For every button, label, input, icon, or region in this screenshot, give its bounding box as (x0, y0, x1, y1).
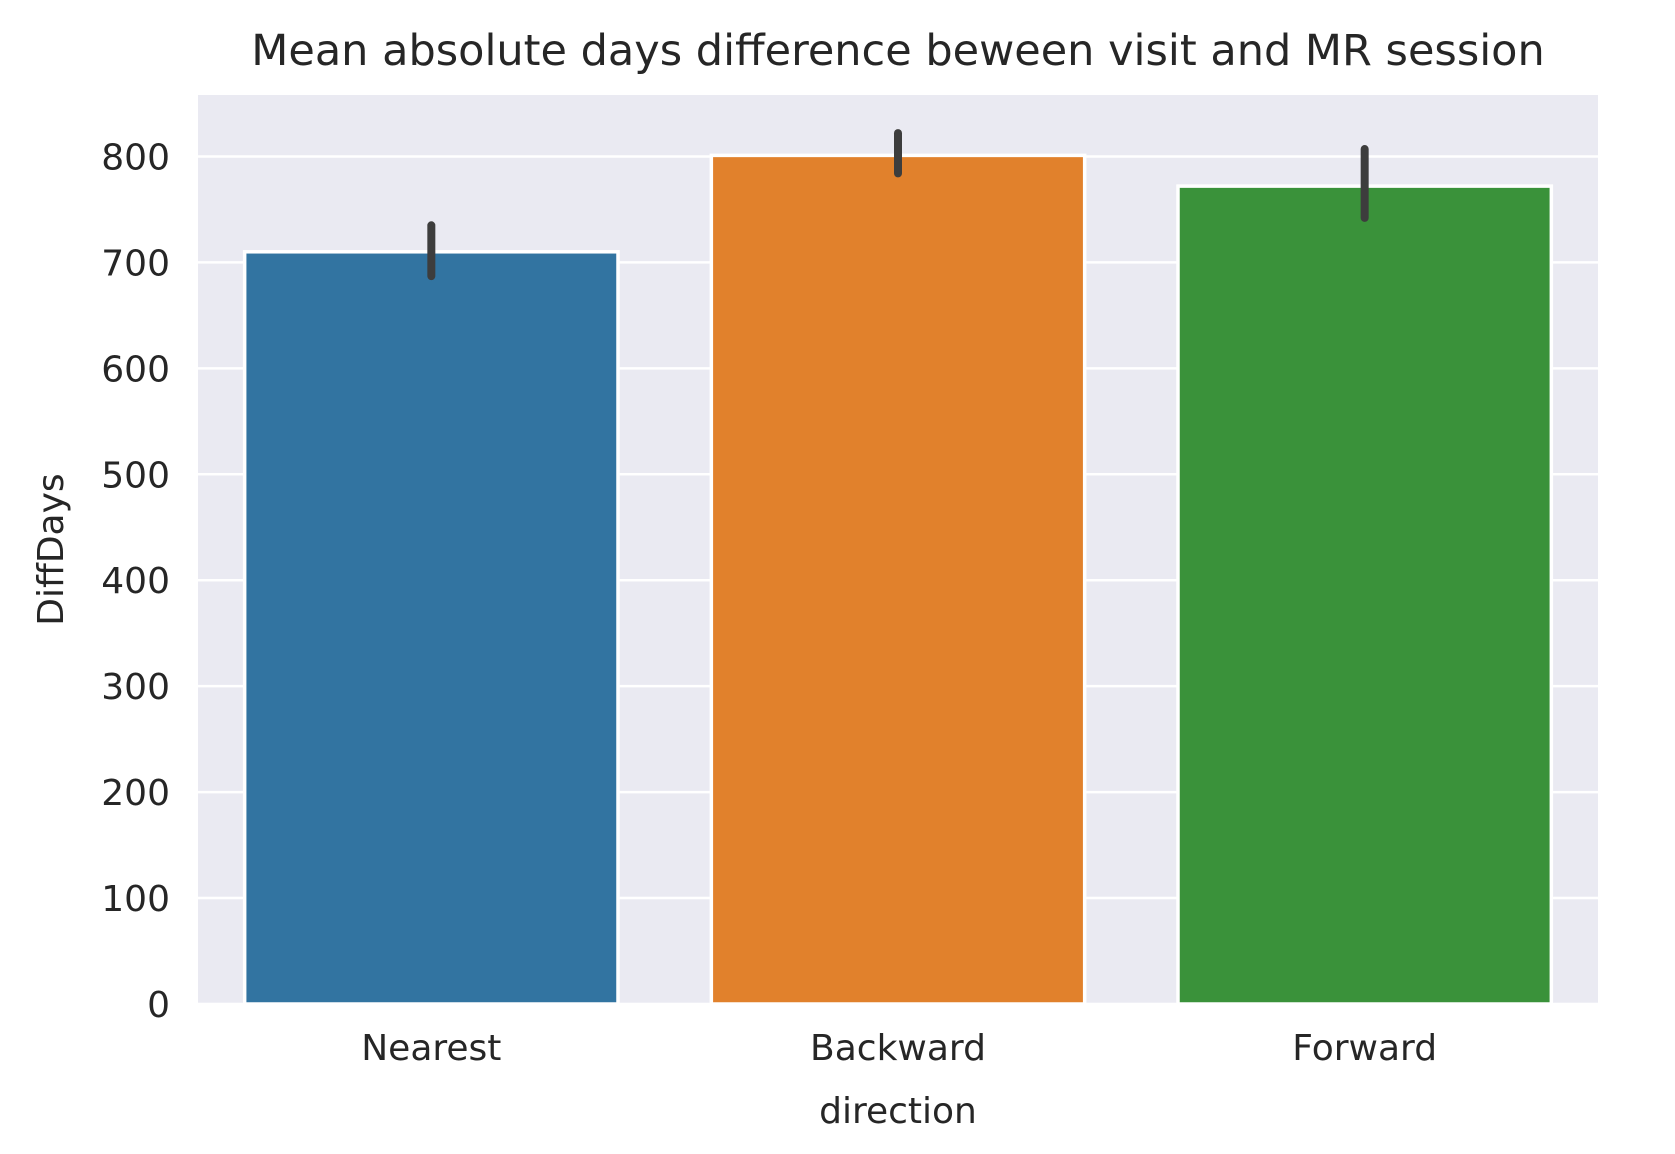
y-tick-label: 100 (101, 879, 170, 920)
x-tick-label: Backward (810, 1028, 986, 1069)
x-axis-ticks: Nearest Backward Forward (361, 1028, 1437, 1069)
bar-backward (709, 153, 1087, 1006)
x-tick-label: Forward (1292, 1028, 1437, 1069)
y-axis-ticks: 0 100 200 300 400 500 600 700 800 (101, 137, 170, 1026)
bar-forward (1176, 184, 1554, 1006)
x-tick-label: Nearest (361, 1028, 501, 1069)
y-tick-label: 0 (147, 985, 170, 1026)
bar-nearest (242, 250, 620, 1006)
chart-title: Mean absolute days difference beween vis… (251, 26, 1544, 76)
y-tick-label: 200 (101, 773, 170, 814)
bars (242, 153, 1554, 1006)
y-tick-label: 300 (101, 667, 170, 708)
y-tick-label: 400 (101, 561, 170, 602)
y-tick-label: 700 (101, 243, 170, 284)
y-tick-label: 800 (101, 137, 170, 178)
y-tick-label: 500 (101, 455, 170, 496)
y-tick-label: 600 (101, 349, 170, 390)
y-axis-label: DiffDays (31, 473, 72, 625)
error-bars (427, 129, 1369, 281)
x-axis-label: direction (819, 1091, 977, 1132)
